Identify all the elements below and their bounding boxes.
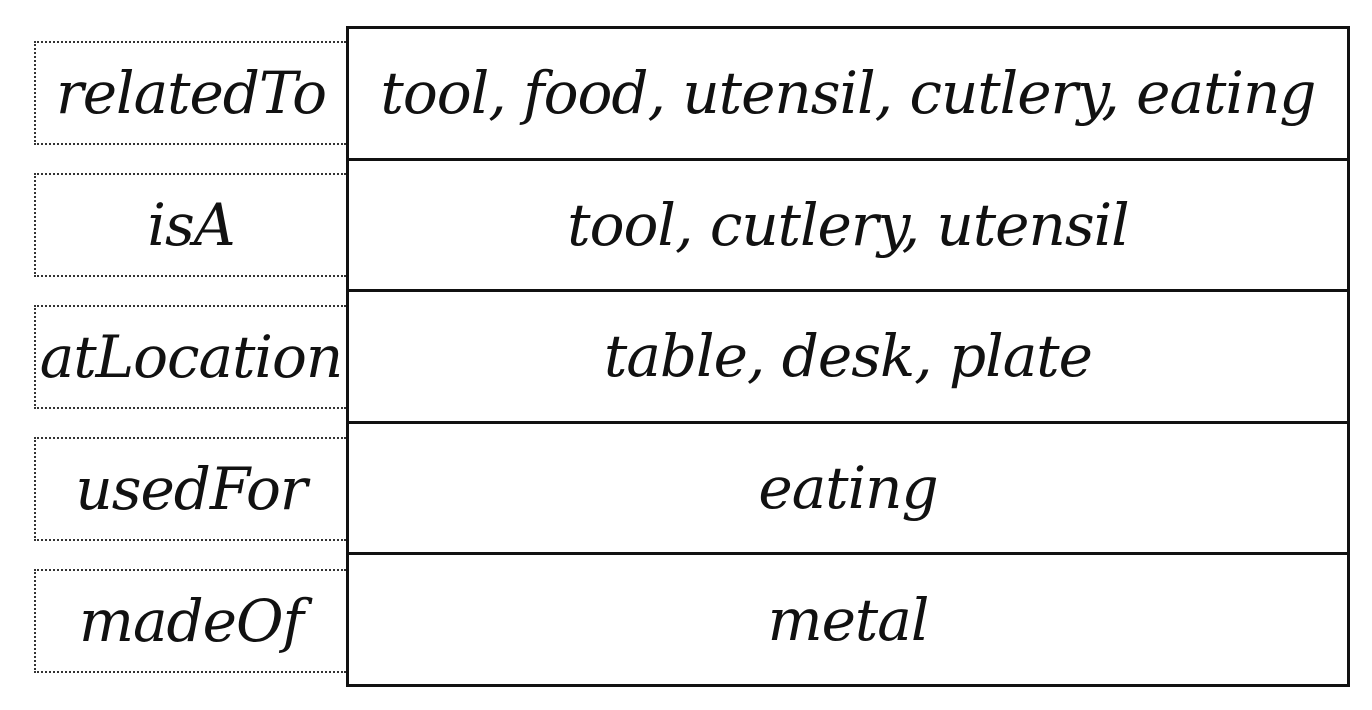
value-is-a: tool, cutlery, utensil [349,161,1347,293]
key-made-of: madeOf [34,569,346,673]
relation-values-table: tool, food, utensil, cutlery, eating too… [346,26,1350,687]
value-at-location: table, desk, plate [349,292,1347,424]
key-related-to: relatedTo [34,41,346,145]
key-at-location: atLocation [34,305,346,409]
value-related-to: tool, food, utensil, cutlery, eating [349,29,1347,161]
key-used-for: usedFor [34,437,346,541]
value-used-for: eating [349,424,1347,556]
value-made-of: metal [767,585,930,654]
key-is-a: isA [34,173,346,277]
